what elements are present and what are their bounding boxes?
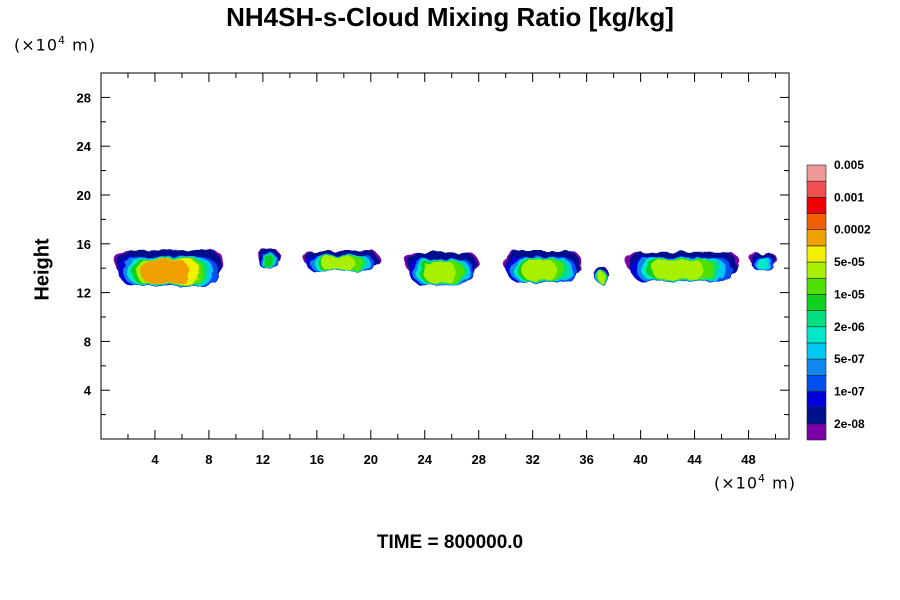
colorbar-swatch xyxy=(806,374,827,392)
colorbar: 2e-08 1e-07 5e-07 2e-06 1e-05 5e-05 0.0002 0.00… xyxy=(806,158,871,441)
cloud-contour-band xyxy=(262,255,274,268)
colorbar-swatch xyxy=(806,229,827,247)
colorbar-swatch xyxy=(806,213,827,231)
colorbar-swatch xyxy=(806,342,827,360)
y-tick-label: 20 xyxy=(77,188,91,203)
x-tick-label: 24 xyxy=(418,452,433,467)
colorbar-swatch xyxy=(806,261,827,279)
x-axis-unit: (×104 m) xyxy=(714,472,796,493)
x-tick-label: 44 xyxy=(687,452,702,467)
colorbar-swatch xyxy=(806,245,827,263)
colorbar-swatch xyxy=(806,277,827,295)
colorbar-swatch xyxy=(806,391,827,408)
colorbar-swatch xyxy=(806,407,827,425)
colorbar-label: 1e-05 xyxy=(834,287,865,301)
y-tick-label: 28 xyxy=(77,90,91,105)
plot-frame xyxy=(100,72,790,440)
cloud-contour-band xyxy=(652,260,704,280)
y-tick-label: 24 xyxy=(77,139,92,154)
colorbar-label: 1e-07 xyxy=(834,384,865,398)
colorbar-swatch xyxy=(806,310,827,328)
colorbar-label: 0.0002 xyxy=(834,223,871,237)
x-tick-label: 36 xyxy=(579,452,593,467)
y-tick-label: 4 xyxy=(84,383,92,398)
cloud-contour-band xyxy=(597,271,604,283)
colorbar-swatch xyxy=(806,164,827,182)
chart-title: NH4SH-s-Cloud Mixing Ratio [kg/kg] xyxy=(226,2,674,32)
colorbar-swatch xyxy=(806,180,827,198)
x-tick-label: 4 xyxy=(151,452,159,467)
colorbar-swatch xyxy=(806,326,827,344)
x-tick-label: 16 xyxy=(310,452,324,467)
cloud-contour-band xyxy=(521,259,557,281)
cloud-contour-band xyxy=(140,259,190,284)
colorbar-label: 0.005 xyxy=(834,158,864,172)
cloud-field xyxy=(114,249,777,287)
y-tick-label: 8 xyxy=(84,334,91,349)
x-tick-label: 20 xyxy=(364,452,378,467)
colorbar-swatch xyxy=(806,358,827,376)
colorbar-label: 2e-06 xyxy=(834,320,865,334)
colorbar-label: 5e-05 xyxy=(834,255,865,269)
colorbar-swatch xyxy=(806,423,827,441)
colorbar-label: 5e-07 xyxy=(834,352,865,366)
cloud-contour-band xyxy=(321,256,356,271)
y-axis-unit: (×104 m) xyxy=(14,34,96,55)
colorbar-swatch xyxy=(806,197,827,214)
x-tick-label: 40 xyxy=(633,452,647,467)
colorbar-label: 0.001 xyxy=(834,190,864,204)
colorbar-swatch xyxy=(806,294,827,311)
x-tick-label: 48 xyxy=(741,452,755,467)
x-tick-label: 8 xyxy=(205,452,212,467)
cloud-contour-band xyxy=(756,258,769,270)
cloud-contour-band xyxy=(422,261,456,283)
time-label: TIME = 800000.0 xyxy=(376,532,524,553)
x-tick-label: 28 xyxy=(471,452,485,467)
colorbar-label: 2e-08 xyxy=(834,417,865,431)
y-tick-label: 12 xyxy=(77,286,91,301)
x-tick-label: 32 xyxy=(525,452,539,467)
y-tick-label: 16 xyxy=(77,237,91,252)
x-tick-label: 12 xyxy=(256,452,270,467)
